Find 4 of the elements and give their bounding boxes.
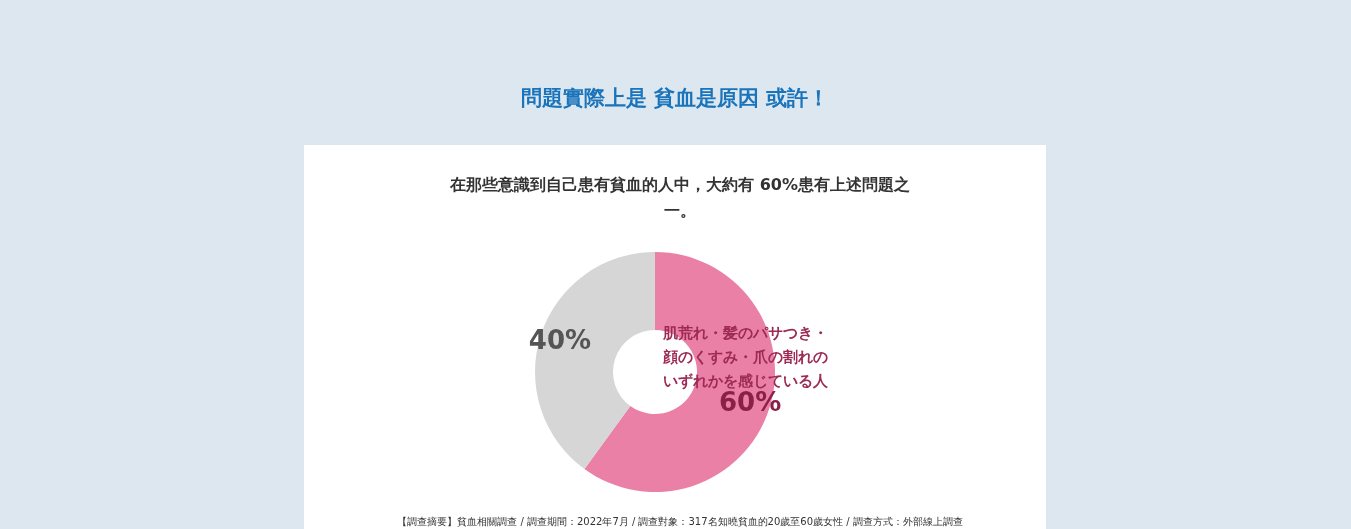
text: 【調查摘要】貧血相關調查 / 調查期間：2022年7月 / 調查對象：317名知曉貧血的20歲至60歲女性 / 調查方式：外部線上調查	[396, 515, 964, 529]
chart-subtitle: 在那些意識到自己患有貧血的人中，大約有 60%患有上述問題之一。	[449, 174, 911, 222]
chart-title: 問題實際上是 貧血是原因 或許！	[519, 85, 831, 112]
data-label: 40%	[528, 325, 592, 356]
